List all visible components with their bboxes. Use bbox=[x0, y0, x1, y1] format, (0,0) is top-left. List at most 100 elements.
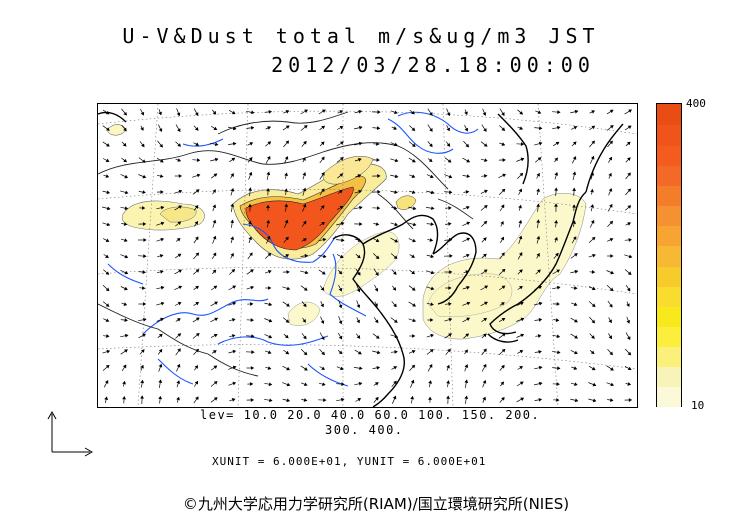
wind-vector-head bbox=[520, 157, 525, 162]
wind-vector-head bbox=[106, 349, 111, 354]
wind-vector-head bbox=[429, 128, 433, 132]
wind-vector-head bbox=[105, 110, 110, 115]
wind-vector-head bbox=[250, 126, 255, 130]
wind-vector-head bbox=[484, 301, 488, 306]
wind-vector-head bbox=[375, 396, 379, 401]
dust-area-manchuria bbox=[395, 195, 417, 210]
wind-vector-head bbox=[394, 174, 399, 179]
wind-vector-head bbox=[448, 190, 453, 195]
colorbar-segment bbox=[657, 285, 681, 307]
wind-vector-head bbox=[608, 188, 613, 192]
wind-vector-head bbox=[500, 381, 505, 386]
colorbar-segment bbox=[657, 164, 681, 187]
wind-vector-head bbox=[537, 110, 542, 114]
colorbar-segment bbox=[657, 224, 681, 247]
wind-vector-head bbox=[574, 269, 579, 274]
colorbar-segment bbox=[657, 345, 681, 368]
wind-vector-head bbox=[142, 333, 147, 338]
wind-vector-head bbox=[609, 203, 613, 208]
wind-vector-head bbox=[591, 303, 596, 308]
wind-vector-head bbox=[340, 366, 344, 371]
wind-vector-head bbox=[105, 238, 110, 242]
wind-vector-head bbox=[572, 204, 577, 208]
wind-vector-head bbox=[160, 269, 164, 274]
wind-vector-head bbox=[286, 398, 291, 403]
wind-vector-head bbox=[323, 398, 327, 403]
wind-vector-head bbox=[338, 270, 343, 275]
wind-vector-head bbox=[231, 398, 236, 402]
wind-vector-head bbox=[590, 350, 595, 355]
wind-vector-head bbox=[536, 203, 540, 207]
wind-vector-head bbox=[483, 205, 488, 209]
wind-vector-head bbox=[627, 125, 632, 129]
dust-area-nw-spot bbox=[107, 124, 127, 136]
wind-vector-head bbox=[231, 334, 236, 338]
wind-vector-head bbox=[574, 109, 579, 114]
wind-vector-head bbox=[376, 365, 381, 370]
copyright-notice: ©九州大学応用力学研究所(RIAM)/国立環境研究所(NIES) bbox=[182, 495, 570, 513]
wind-vector-head bbox=[122, 364, 127, 369]
wind-vector-head bbox=[608, 172, 612, 177]
wind-vector-head bbox=[609, 303, 613, 308]
wind-vector-head bbox=[501, 112, 505, 116]
colorbar-segment bbox=[657, 305, 681, 327]
wind-vector-head bbox=[158, 128, 163, 132]
wind-vector-head bbox=[339, 110, 344, 114]
wind-vector-head bbox=[590, 172, 595, 176]
wind-vector-head bbox=[230, 236, 234, 241]
wind-vector-head bbox=[627, 172, 631, 177]
wind-vector-head bbox=[122, 142, 127, 147]
wind-vector-head bbox=[556, 269, 560, 273]
wind-vector-head bbox=[359, 222, 363, 227]
wind-vector-head bbox=[626, 287, 631, 292]
wind-vector-head bbox=[338, 320, 343, 325]
wind-vector-head bbox=[377, 189, 381, 194]
wind-vector-head bbox=[105, 271, 110, 275]
wind-vector-head bbox=[322, 237, 327, 242]
wind-vector-head bbox=[501, 317, 506, 322]
wind-vector-head bbox=[320, 141, 325, 146]
wind-vector-head bbox=[212, 350, 217, 354]
wind-vector-head bbox=[124, 238, 128, 242]
wind-vector-head bbox=[140, 379, 145, 384]
wind-vector-head bbox=[250, 366, 255, 370]
wind-vector-head bbox=[340, 141, 344, 145]
wind-vector-head bbox=[339, 205, 344, 210]
colorbar-segment bbox=[657, 385, 681, 408]
wind-vector-head bbox=[628, 238, 632, 242]
wind-vector-head bbox=[213, 126, 218, 131]
wind-vector-head bbox=[592, 382, 597, 387]
wind-vector-head bbox=[573, 366, 578, 370]
wind-vector-head bbox=[536, 219, 541, 223]
wind-vector-head bbox=[142, 206, 146, 210]
wind-vector-head bbox=[160, 301, 165, 306]
wind-vector-head bbox=[124, 333, 129, 338]
wind-vector-head bbox=[411, 254, 415, 258]
wind-vector-head bbox=[429, 174, 434, 179]
wind-vector-head bbox=[212, 204, 217, 209]
wind-vector-head bbox=[321, 172, 325, 176]
wind-vector-head bbox=[394, 110, 398, 115]
wind-vector-head bbox=[158, 379, 163, 383]
wind-vector-head bbox=[431, 206, 435, 211]
wind-vector-head bbox=[412, 222, 417, 227]
colorbar-segment bbox=[657, 365, 681, 388]
wind-vector-head bbox=[178, 205, 182, 209]
wind-vector-head bbox=[304, 109, 308, 114]
wind-vector-head bbox=[501, 252, 505, 257]
wind-vector-head bbox=[266, 188, 271, 192]
wind-vector-head bbox=[536, 253, 540, 257]
wind-vector-head bbox=[591, 140, 595, 145]
dust-area-taklimakan-core bbox=[159, 206, 197, 223]
wind-vector-head bbox=[393, 271, 397, 275]
wind-vector-head bbox=[393, 126, 397, 130]
wind-vector-head bbox=[159, 254, 164, 258]
wind-vector-head bbox=[520, 142, 525, 146]
wind-vector-head bbox=[232, 141, 237, 146]
wind-vector-head bbox=[141, 159, 146, 163]
wind-vector-head bbox=[394, 142, 398, 147]
wind-vector-head bbox=[213, 333, 218, 338]
wind-vector-head bbox=[430, 222, 434, 226]
wind-vector-head bbox=[194, 205, 199, 209]
wind-vector-head bbox=[446, 395, 451, 399]
